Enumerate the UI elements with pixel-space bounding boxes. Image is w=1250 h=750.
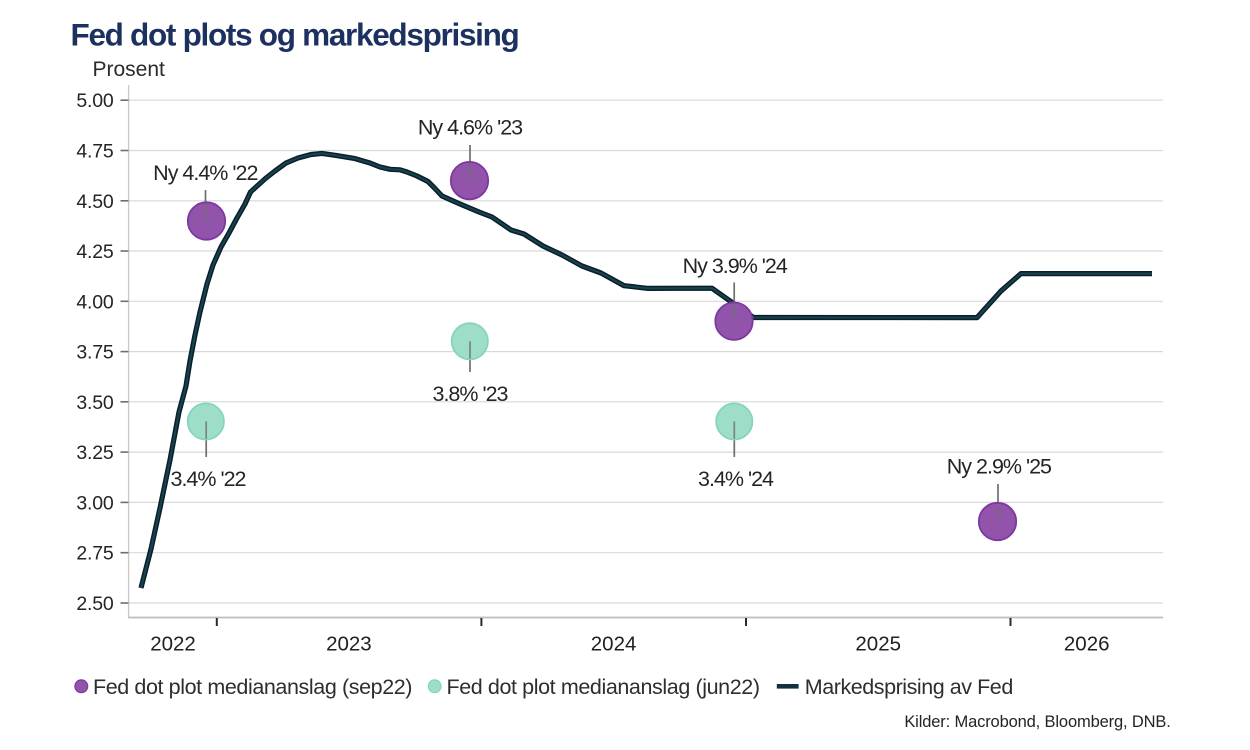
svg-text:3.75: 3.75 [76,342,114,364]
svg-text:Ny 4.6% '23: Ny 4.6% '23 [418,116,523,140]
svg-text:Kilder: Macrobond, Bloomberg,: Kilder: Macrobond, Bloomberg, DNB. [904,713,1170,731]
svg-text:3.8% '23: 3.8% '23 [433,382,509,406]
svg-text:3.4% '22: 3.4% '22 [171,467,246,491]
svg-text:Ny 4.4% '22: Ny 4.4% '22 [153,161,257,185]
svg-text:2.75: 2.75 [76,543,114,565]
svg-text:3.25: 3.25 [76,442,114,464]
svg-text:3.00: 3.00 [76,492,114,514]
svg-text:5.00: 5.00 [76,90,114,112]
svg-text:Fed dot plot mediananslag (sep: Fed dot plot mediananslag (sep22) [93,675,412,699]
svg-text:4.75: 4.75 [76,141,114,163]
svg-text:4.00: 4.00 [76,291,114,313]
svg-text:Fed dot plot mediananslag (jun: Fed dot plot mediananslag (jun22) [447,675,760,699]
svg-text:3.50: 3.50 [76,392,114,414]
svg-text:4.25: 4.25 [76,241,114,263]
svg-text:2.50: 2.50 [76,593,114,615]
svg-text:4.50: 4.50 [76,191,114,213]
svg-text:Fed dot plots og markedsprisin: Fed dot plots og markedsprising [71,17,519,53]
svg-text:Ny 3.9% '24: Ny 3.9% '24 [683,254,788,278]
svg-text:Prosent: Prosent [93,58,166,81]
svg-text:2022: 2022 [150,633,196,656]
svg-text:Markedsprising av Fed: Markedsprising av Fed [805,675,1013,699]
svg-text:3.4% '24: 3.4% '24 [698,467,774,491]
svg-text:2023: 2023 [326,633,372,656]
svg-text:2026: 2026 [1064,633,1110,656]
svg-text:Ny 2.9% '25: Ny 2.9% '25 [947,455,1052,479]
svg-text:2024: 2024 [591,633,637,656]
svg-text:2025: 2025 [855,633,901,656]
